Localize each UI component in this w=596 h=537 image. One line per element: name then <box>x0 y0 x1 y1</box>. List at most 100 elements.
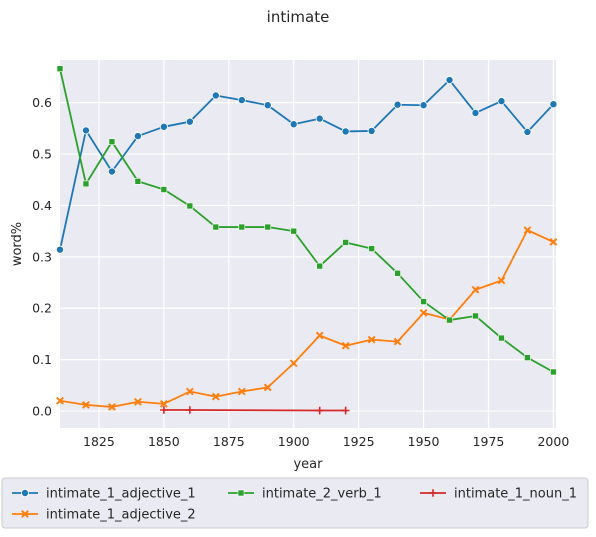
y-axis-label: word% <box>10 222 25 266</box>
data-point <box>133 132 142 141</box>
data-point <box>186 406 194 414</box>
data-point <box>186 202 194 210</box>
data-point <box>367 335 376 344</box>
data-point <box>445 76 454 85</box>
data-point <box>497 276 506 285</box>
data-point <box>315 114 324 123</box>
data-point <box>289 359 298 368</box>
data-point <box>523 226 532 235</box>
x-tick-label: 1975 <box>473 434 505 449</box>
series-layer <box>56 65 558 415</box>
data-point <box>185 387 194 396</box>
data-point <box>471 108 480 117</box>
x-tick-label: 2000 <box>537 434 569 449</box>
data-point <box>290 227 298 235</box>
data-point <box>472 312 479 320</box>
x-tick-label: 1875 <box>213 434 245 449</box>
legend-label: intimate_1_adjective_1 <box>46 487 196 502</box>
data-point <box>134 177 142 185</box>
series-intimate_2_verb_1 <box>56 65 557 376</box>
y-tick-label: 0.6 <box>32 95 52 110</box>
data-point <box>549 100 558 109</box>
data-point <box>159 122 168 131</box>
data-point <box>264 223 272 231</box>
data-point <box>471 285 480 294</box>
legend-item: intimate_1_adjective_1 <box>12 487 196 502</box>
data-point <box>56 396 64 405</box>
legend-item: intimate_1_noun_1 <box>420 487 577 502</box>
legend-marker <box>429 489 437 497</box>
data-point <box>393 100 402 109</box>
data-point <box>56 245 65 254</box>
y-tick-label: 0.3 <box>32 249 52 264</box>
y-tick-label: 0.1 <box>32 352 52 367</box>
data-point <box>549 238 558 246</box>
x-tick-label: 1950 <box>408 434 440 449</box>
data-point <box>341 127 350 136</box>
data-point <box>342 239 349 246</box>
data-point <box>107 167 116 176</box>
data-point <box>498 334 505 342</box>
data-point <box>367 126 376 135</box>
y-tick-label: 0.5 <box>32 147 52 162</box>
data-point <box>238 223 246 231</box>
legend-marker <box>20 488 29 497</box>
data-point <box>133 397 142 406</box>
legend-label: intimate_1_adjective_2 <box>46 508 196 523</box>
data-point <box>263 383 272 392</box>
data-point <box>108 138 116 146</box>
series-line <box>59 229 554 408</box>
x-tick-label: 1925 <box>343 434 375 449</box>
data-point <box>446 316 453 324</box>
data-point <box>82 180 90 188</box>
legend-marker <box>237 489 245 497</box>
data-point <box>160 186 168 193</box>
legend-label: intimate_1_noun_1 <box>454 487 577 502</box>
series-line <box>59 68 554 373</box>
legend-item: intimate_1_adjective_2 <box>12 508 196 523</box>
x-tick-label: 1900 <box>278 434 310 449</box>
x-axis-label: year <box>293 457 323 472</box>
x-tick-label: 1850 <box>148 434 180 449</box>
data-point <box>523 127 532 136</box>
data-point <box>341 406 350 415</box>
data-point <box>341 341 350 350</box>
data-point <box>419 308 428 317</box>
series-line <box>163 409 346 412</box>
legend: intimate_1_adjective_1 intimate_2_verb_1 i… <box>1 477 589 529</box>
data-point <box>393 337 402 346</box>
series-line <box>59 79 555 250</box>
x-axis: 1825 1850 1875 1900 1925 1950 1975 2000 <box>83 434 569 449</box>
data-point <box>185 117 194 126</box>
data-point <box>497 97 506 106</box>
data-point <box>211 91 220 100</box>
plot-area <box>60 60 556 428</box>
y-axis: 0.0 0.1 0.2 0.3 0.4 0.5 0.6 <box>32 95 52 418</box>
data-point <box>160 406 168 414</box>
data-point <box>211 392 220 401</box>
data-point <box>315 406 324 415</box>
legend-item: intimate_2_verb_1 <box>228 487 382 502</box>
data-point <box>550 368 557 376</box>
data-point <box>237 387 246 396</box>
legend-marker <box>21 510 29 518</box>
data-point <box>108 403 116 411</box>
series-intimate_1_adjective_2 <box>56 226 558 411</box>
legend-frame <box>1 477 589 529</box>
data-point <box>394 269 401 277</box>
series-intimate_1_noun_1 <box>160 406 350 415</box>
data-point <box>159 399 168 408</box>
grid-lines <box>60 60 556 428</box>
data-point <box>524 354 531 361</box>
y-tick-label: 0.4 <box>32 198 52 213</box>
y-tick-label: 0.2 <box>32 301 52 316</box>
data-point <box>237 96 246 105</box>
y-tick-label: 0.0 <box>32 404 52 419</box>
series-intimate_1_adjective_1 <box>56 76 558 254</box>
data-point <box>263 101 272 110</box>
data-point <box>420 298 427 305</box>
data-point <box>419 101 428 110</box>
data-point <box>316 262 323 270</box>
data-point <box>81 126 90 135</box>
